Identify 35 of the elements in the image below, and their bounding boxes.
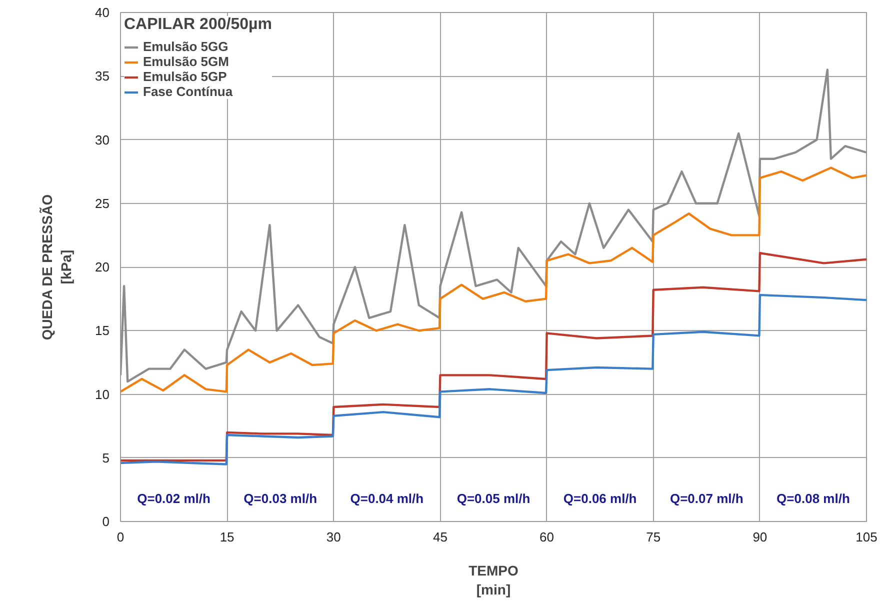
x-tick-label: 75: [646, 530, 661, 544]
y-tick-label: 0: [102, 514, 110, 529]
y-tick-label: 40: [95, 5, 110, 20]
legend-label: Emulsão 5GP: [143, 69, 227, 84]
legend-label: Emulsão 5GM: [143, 54, 229, 69]
line-series: [120, 166, 866, 393]
legend-title: CAPILAR 200/50µm: [124, 16, 272, 34]
annotation: Q=0.05 ml/h: [456, 491, 530, 506]
line-series: [120, 252, 866, 462]
legend-label: Emulsão 5GG: [143, 39, 228, 54]
annotation: Q=0.02 ml/h: [137, 491, 211, 506]
y-tick-label: 15: [95, 323, 110, 338]
x-tick-label: 45: [432, 530, 448, 544]
x-tick-label: 30: [326, 530, 341, 544]
y-tick-label: 5: [102, 450, 110, 466]
annotation: Q=0.04 ml/h: [350, 491, 424, 506]
x-axis-title: TEMPO [min]: [468, 562, 518, 598]
line-series: [120, 68, 866, 383]
y-tick-label: 35: [95, 68, 110, 84]
y-axis-title: QUEDA DE PRESSÃO [kPa]: [38, 194, 74, 340]
x-tick-label: 15: [220, 530, 234, 544]
annotation: Q=0.07 ml/h: [670, 491, 744, 506]
annotation: Q=0.06 ml/h: [563, 491, 637, 506]
x-tick-label: 105: [856, 530, 878, 544]
y-tick-label: 25: [95, 196, 110, 211]
x-tick-label: 60: [540, 530, 554, 544]
line-series: [120, 294, 866, 466]
legend-label: Fase Contínua: [143, 84, 233, 99]
annotation: Q=0.03 ml/h: [244, 491, 318, 506]
y-tick-label: 10: [95, 386, 110, 402]
x-tick-label: 90: [752, 530, 768, 544]
y-tick-label: 20: [95, 260, 110, 274]
y-tick-label: 30: [95, 132, 110, 148]
x-tick-label: 0: [116, 530, 124, 544]
annotation: Q=0.08 ml/h: [776, 491, 850, 506]
